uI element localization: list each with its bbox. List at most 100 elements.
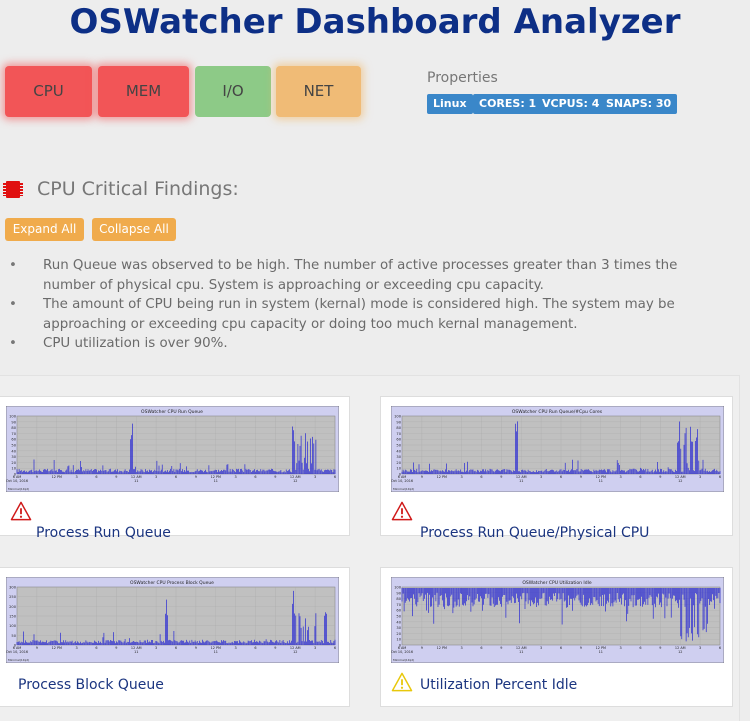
x-tick-label: 12 [678,479,682,483]
x-tick-label: 6 [254,646,256,650]
x-tick-label: 3 [620,646,622,650]
y-tick-label: 150 [9,615,17,619]
chart-footer: Minimal(1Kpt) [8,487,29,491]
x-tick-label: 11 [134,650,138,654]
x-tick-label: 9 [659,646,661,650]
finding-item: CPU utilization is over 90%. [0,334,750,354]
activity-trace [401,588,721,642]
chart-card-label[interactable]: Process Run Queue [36,525,171,541]
x-tick-label: 12 [678,650,682,654]
x-tick-label: 12 AM [516,646,527,650]
run-queue-chart-thumbnail[interactable]: OSWatcher CPU Run Queue10090807060504030… [6,406,339,492]
y-tick-label: 10 [396,467,401,471]
x-tick-label: 12 PM [437,646,447,650]
collapse-all-button[interactable]: Collapse All [92,218,176,241]
x-tick-label: 11 [599,479,603,483]
x-tick-label: 12 AM [675,646,686,650]
chart-title: OSWatcher CPU Run Queue/#Cpu Cores [512,409,603,415]
x-tick-label: 9 [36,646,38,650]
x-tick-label: 12 AM [131,475,142,479]
y-tick-label: 250 [9,595,17,599]
x-tick-label: 12 PM [52,646,62,650]
x-tick-label: 12 PM [596,646,606,650]
chart-footer: Minimal(1Kpt) [8,658,29,662]
x-tick-label: 9 [659,475,661,479]
properties-label: Properties [427,70,498,86]
x-tick-label: 3 [699,646,701,650]
y-tick-label: 50 [396,444,401,448]
chart-card-label[interactable]: Process Block Queue [18,677,164,693]
chart-card-block-queue[interactable]: OSWatcher CPU Process Block Queue 300 250 2… [0,567,350,707]
x-tick-label: 6 [95,475,97,479]
block-queue-chart-thumbnail[interactable]: OSWatcher CPU Process Block Queue 300 250 2… [6,577,339,663]
os-badge: Linux [427,94,473,114]
idle-chart-thumbnail[interactable]: OSWatcher CPU Utilization Idle1009080706… [391,577,724,663]
x-tick-label: 12 PM [596,475,606,479]
y-tick-label: 90 [396,420,401,424]
x-tick-label: 12 PM [211,646,221,650]
findings-list: Run Queue was observed to be high. The n… [0,256,750,354]
x-tick-label: 9 [115,475,117,479]
cpu-category-button[interactable]: CPU [5,66,92,117]
x-tick-label: 3 [540,646,542,650]
chart-footer: Minimal(1Kpt) [393,487,414,491]
x-tick-label: 12 AM [290,646,301,650]
chart-card-run-queue-per-cpu[interactable]: OSWatcher CPU Run Queue/#Cpu Cores 100 90 8… [380,396,733,541]
y-tick-label: 70 [11,432,16,436]
activity-trace [16,590,336,645]
finding-item: The amount of CPU being run in system (k… [0,295,750,334]
x-tick-label: 6 [560,646,562,650]
y-tick-label: 50 [396,615,401,619]
x-tick-label: Oct 10, 2016 [6,479,28,483]
x-tick-label: 9 [195,646,197,650]
x-tick-label: 3 [699,475,701,479]
warning-triangle-yellow-icon [391,672,413,692]
x-tick-label: 6 AM [398,646,407,650]
mem-category-button[interactable]: MEM [98,66,189,117]
y-tick-label: 10 [396,638,401,642]
x-tick-label: 6 [480,646,482,650]
y-tick-label: 10 [11,467,16,471]
x-tick-label: 6 [719,646,721,650]
y-tick-label: 80 [11,426,16,430]
y-tick-label: 100 [394,586,402,590]
chart-card-label[interactable]: Utilization Percent Idle [420,677,578,693]
x-tick-label: 6 [175,646,177,650]
x-tick-label: 9 [115,646,117,650]
chart-card-label[interactable]: Process Run Queue/Physical CPU [420,525,650,541]
y-tick-label: 20 [396,461,401,465]
x-tick-label: 11 [519,479,523,483]
warning-triangle-red-icon [391,501,413,521]
warning-triangle-red-icon [10,501,32,521]
x-tick-label: 6 AM [13,646,22,650]
y-tick-label: 30 [396,626,401,630]
y-tick-label: 50 [11,634,16,638]
chart-card-idle[interactable]: OSWatcher CPU Utilization Idle 100 90 80 70 6… [380,567,733,707]
x-tick-label: 9 [421,646,423,650]
x-tick-label: 3 [155,475,157,479]
vcpus-badge: VCPUS: 4 [536,94,606,114]
net-category-button[interactable]: NET [276,66,361,117]
x-tick-label: 9 [36,475,38,479]
run-queue-per-cpu-chart-thumbnail[interactable]: OSWatcher CPU Run Queue/#Cpu Cores100908… [391,406,724,492]
y-tick-label: 90 [11,420,16,424]
expand-all-button[interactable]: Expand All [5,218,84,241]
x-tick-label: 9 [274,646,276,650]
activity-trace [16,423,336,474]
y-tick-label: 40 [396,620,401,624]
y-tick-label: 80 [396,597,401,601]
y-tick-label: 70 [396,432,401,436]
y-tick-label: 40 [396,449,401,453]
activity-trace [401,421,721,474]
x-tick-label: 9 [500,646,502,650]
x-tick-label: 6 AM [398,475,407,479]
y-tick-label: 100 [9,415,17,419]
x-tick-label: Oct 10, 2016 [391,650,413,654]
snaps-badge: SNAPS: 30 [600,94,678,114]
x-tick-label: 9 [580,475,582,479]
io-category-button[interactable]: I/O [195,66,271,117]
chart-title: OSWatcher CPU Process Block Queue [130,580,214,586]
y-tick-label: 70 [396,603,401,607]
chart-card-run-queue[interactable]: OSWatcher CPU Run Queue 100 90 80 70 60 50 40 30… [0,396,350,541]
section-title: CPU Critical Findings: [37,178,239,200]
